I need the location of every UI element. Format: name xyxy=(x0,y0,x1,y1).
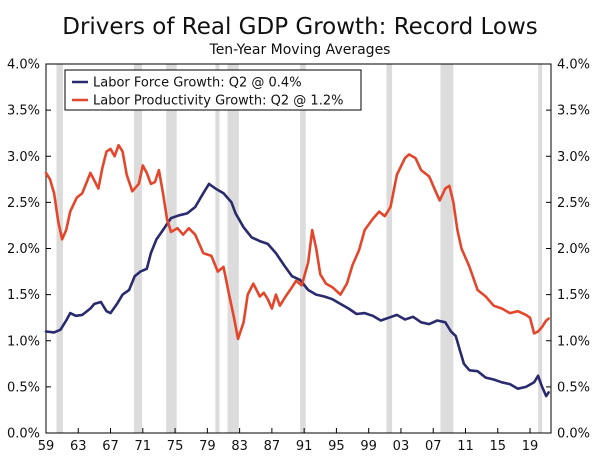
recession-bar-8 xyxy=(538,64,543,433)
x-tick-label: 79 xyxy=(199,439,216,454)
legend-box xyxy=(64,69,362,111)
y-tick-label-left: 3.5% xyxy=(7,104,40,119)
y-tick-label-right: 3.5% xyxy=(557,104,590,119)
y-tick-label-left: 1.5% xyxy=(7,288,40,303)
recession-bar-6 xyxy=(386,64,393,433)
x-tick-label: 67 xyxy=(102,439,119,454)
x-tick-label: 87 xyxy=(264,439,281,454)
y-tick-label-right: 2.5% xyxy=(557,196,590,211)
x-tick-label: 83 xyxy=(231,439,248,454)
recession-bar-7 xyxy=(440,64,454,433)
recession-bar-2 xyxy=(166,64,177,433)
recession-shading xyxy=(56,64,543,433)
recession-bar-4 xyxy=(227,64,239,433)
x-tick-label: 75 xyxy=(167,439,184,454)
y-tick-label-right: 0.0% xyxy=(557,427,590,442)
x-tick-label: 07 xyxy=(425,439,442,454)
y-tick-label-right: 3.0% xyxy=(557,150,590,165)
x-tick-label: 59 xyxy=(38,439,55,454)
recession-bar-1 xyxy=(133,64,142,433)
legend-label-labor-productivity: Labor Productivity Growth: Q2 @ 1.2% xyxy=(93,94,343,109)
y-tick-label-left: 2.5% xyxy=(7,196,40,211)
series-line-labor-productivity xyxy=(44,143,550,341)
y-tick-label-right: 0.5% xyxy=(557,380,590,395)
y-tick-label-right: 2.0% xyxy=(557,242,590,257)
x-tick-label: 91 xyxy=(296,439,313,454)
x-tick-label: 03 xyxy=(393,439,410,454)
x-tick-label: 63 xyxy=(70,439,87,454)
legend-label-labor-force: Labor Force Growth: Q2 @ 0.4% xyxy=(93,76,302,91)
chart-subtitle: Ten-Year Moving Averages xyxy=(209,42,391,58)
x-tick-label: 71 xyxy=(135,439,152,454)
x-tick-label: 99 xyxy=(360,439,377,454)
legend: Labor Force Growth: Q2 @ 0.4% Labor Prod… xyxy=(64,69,362,111)
x-tick-label: 95 xyxy=(328,439,345,454)
y-tick-label-right: 1.0% xyxy=(557,334,590,349)
y-tick-label-left: 1.0% xyxy=(7,334,40,349)
x-tick-label: 15 xyxy=(489,439,506,454)
y-tick-label-left: 2.0% xyxy=(7,242,40,257)
y-tick-label-right: 4.0% xyxy=(557,58,590,73)
y-tick-label-left: 0.5% xyxy=(7,380,40,395)
plot-area xyxy=(45,63,552,434)
recession-bar-3 xyxy=(215,64,220,433)
x-tick-label: 11 xyxy=(457,439,474,454)
chart-title: Drivers of Real GDP Growth: Record Lows xyxy=(62,14,538,40)
y-tick-label-left: 0.0% xyxy=(7,427,40,442)
y-tick-label-left: 4.0% xyxy=(7,58,40,73)
recession-bar-5 xyxy=(300,64,306,433)
recession-bar-0 xyxy=(56,64,63,433)
y-tick-label-right: 1.5% xyxy=(557,288,590,303)
series-line-labor-force xyxy=(44,182,550,398)
x-tick-label: 19 xyxy=(522,439,539,454)
axis-ticks: 0.0% 0.0% 0.5% 0.5% 1.0% 1.0% 1.5% 1.5% 2.0% 2.0%… xyxy=(7,58,590,455)
y-tick-label-left: 3.0% xyxy=(7,150,40,165)
series-lines xyxy=(44,143,550,398)
